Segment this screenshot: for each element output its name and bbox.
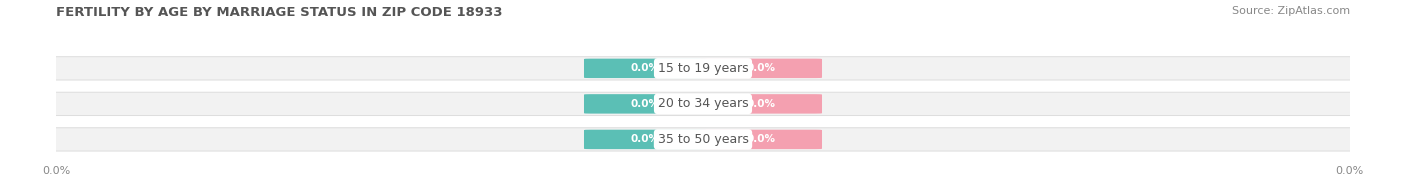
Text: 15 to 19 years: 15 to 19 years [658, 62, 748, 75]
Text: 0.0%: 0.0% [747, 63, 775, 73]
FancyBboxPatch shape [699, 130, 823, 149]
Text: 0.0%: 0.0% [747, 99, 775, 109]
FancyBboxPatch shape [45, 128, 1361, 151]
FancyBboxPatch shape [699, 59, 823, 78]
Text: Source: ZipAtlas.com: Source: ZipAtlas.com [1232, 6, 1350, 16]
Text: FERTILITY BY AGE BY MARRIAGE STATUS IN ZIP CODE 18933: FERTILITY BY AGE BY MARRIAGE STATUS IN Z… [56, 6, 503, 19]
FancyBboxPatch shape [583, 59, 707, 78]
FancyBboxPatch shape [583, 94, 707, 114]
FancyBboxPatch shape [583, 130, 707, 149]
Text: 0.0%: 0.0% [631, 63, 659, 73]
FancyBboxPatch shape [45, 57, 1361, 80]
Text: 20 to 34 years: 20 to 34 years [658, 97, 748, 110]
Text: 0.0%: 0.0% [631, 99, 659, 109]
Text: 0.0%: 0.0% [631, 134, 659, 144]
FancyBboxPatch shape [45, 92, 1361, 115]
Text: 35 to 50 years: 35 to 50 years [658, 133, 748, 146]
Text: 0.0%: 0.0% [747, 134, 775, 144]
FancyBboxPatch shape [699, 94, 823, 114]
